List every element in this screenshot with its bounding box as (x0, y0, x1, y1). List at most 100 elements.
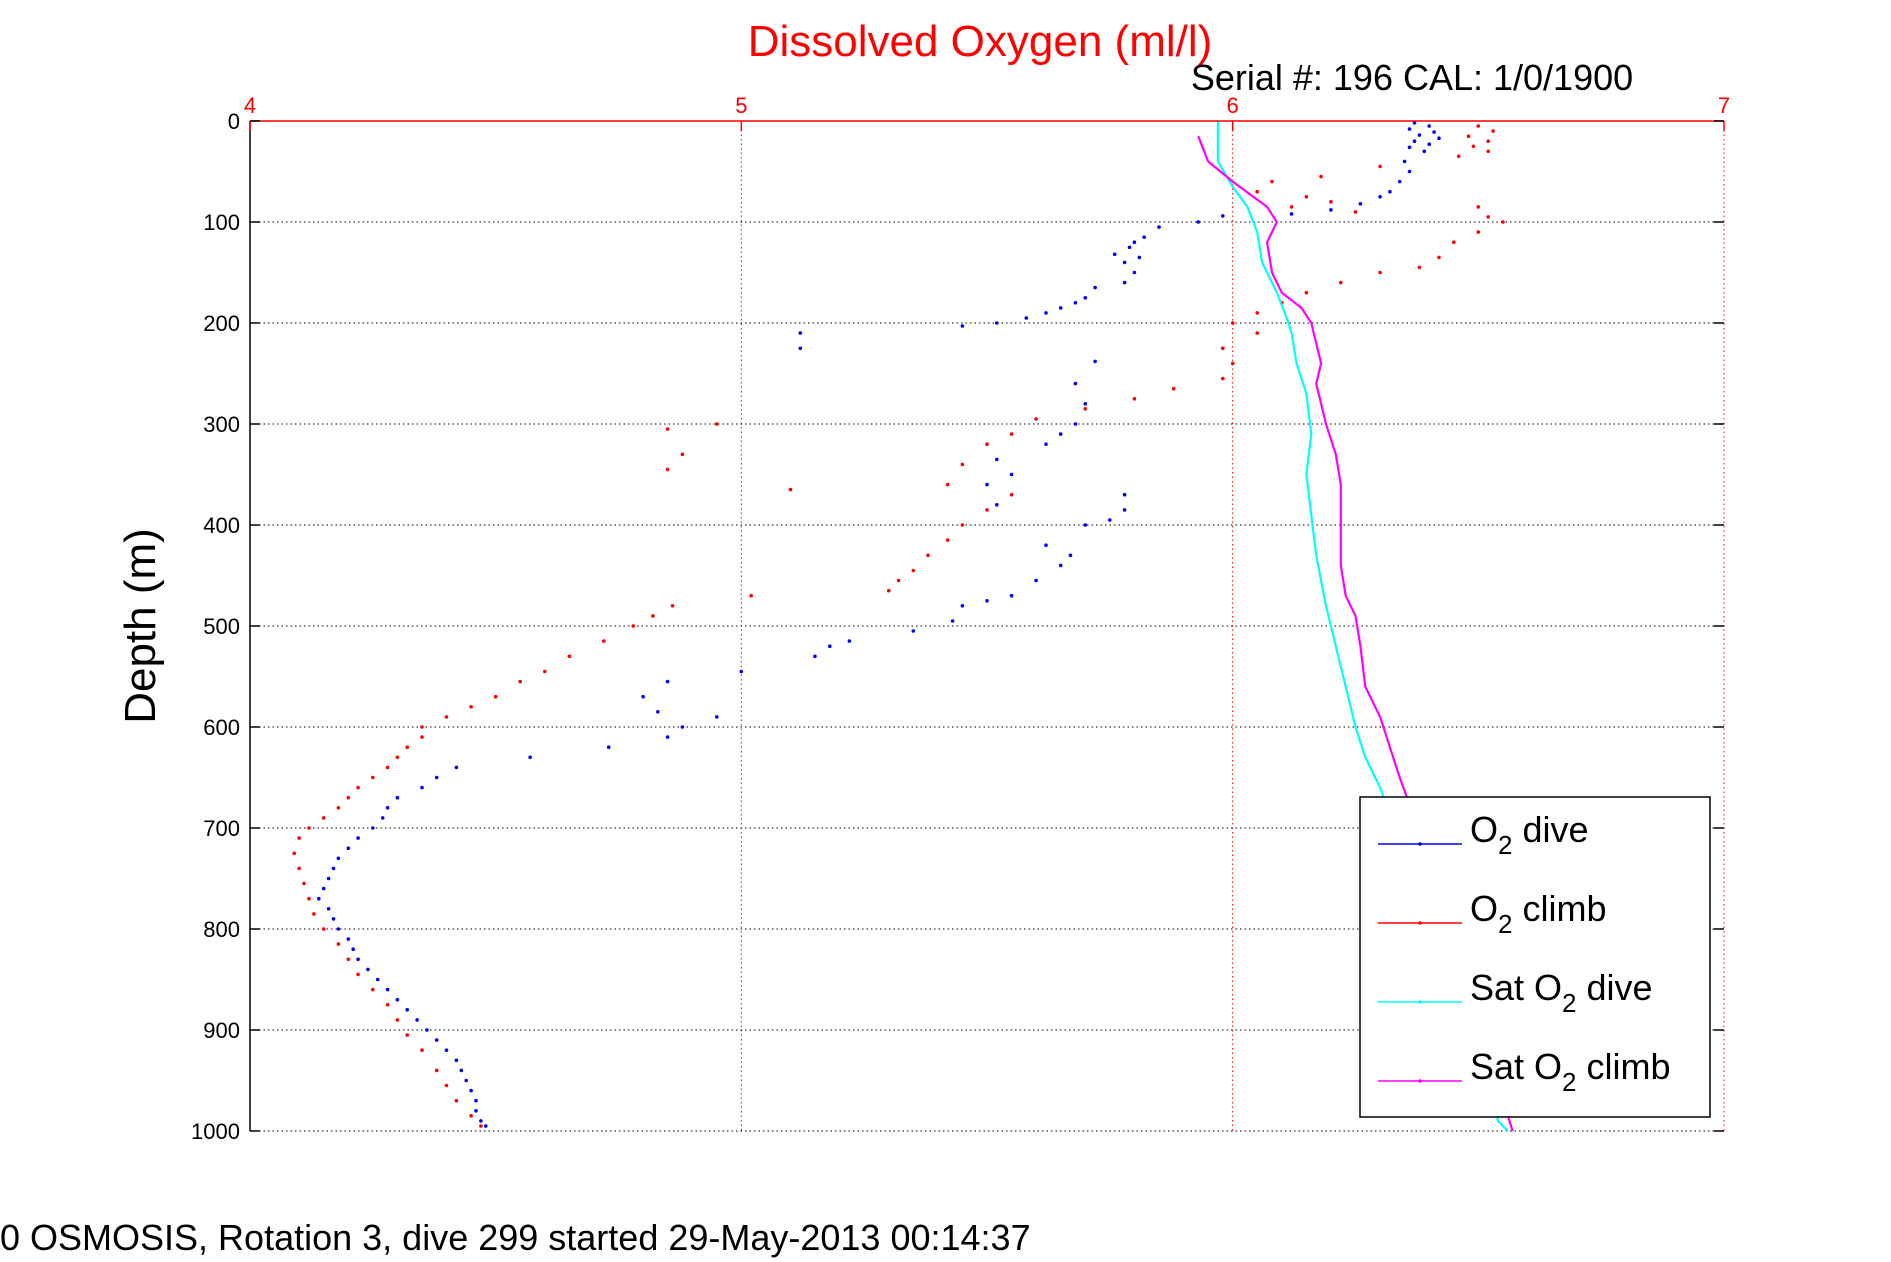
data-point-o2_dive (813, 654, 817, 659)
data-point-o2_climb (1221, 346, 1225, 351)
data-point-o2_climb (346, 795, 351, 800)
data-point-o2_dive (317, 896, 321, 901)
data-point-o2_dive (1412, 121, 1417, 125)
data-point-o2_dive (1132, 270, 1137, 275)
data-point-o2_dive (1108, 518, 1112, 522)
y-tick-label: 300 (203, 412, 240, 437)
data-point-o2_climb (945, 482, 950, 487)
data-point-o2_climb (985, 508, 989, 512)
data-point-o2_dive (1407, 169, 1412, 174)
series-o2_climb (292, 124, 1505, 1128)
data-point-o2_dive (1044, 442, 1048, 447)
data-point-o2_climb (346, 957, 351, 962)
data-point-o2_climb (307, 896, 311, 901)
data-point-o2_climb (985, 442, 989, 447)
y-tick-label: 200 (203, 311, 240, 336)
legend-label-sat_o2_climb: Sat O2 climb (1470, 1046, 1671, 1097)
data-point-o2_climb (1471, 144, 1476, 149)
legend-marker-o2_climb (1418, 921, 1422, 925)
data-point-o2_dive (366, 967, 370, 972)
data-point-o2_climb (321, 816, 326, 820)
data-point-o2_dive (469, 1088, 473, 1093)
data-point-o2_dive (1378, 195, 1382, 199)
data-point-o2_climb (493, 694, 498, 699)
x-tick-label: 4 (244, 93, 256, 118)
data-point-o2_dive (1112, 252, 1117, 257)
data-point-o2_dive (1073, 422, 1078, 426)
data-point-o2_climb (886, 588, 891, 593)
data-point-o2_dive (380, 816, 385, 820)
data-point-o2_climb (715, 422, 719, 426)
data-point-o2_dive (1073, 381, 1078, 386)
data-point-o2_dive (1083, 296, 1088, 300)
data-point-o2_dive (331, 866, 336, 871)
y-tick-label: 1000 (191, 1119, 240, 1144)
data-point-o2_dive (1009, 593, 1014, 598)
data-point-o2_climb (1034, 417, 1038, 421)
legend-label-suffix: climb (1512, 888, 1606, 929)
data-point-o2_climb (1319, 174, 1323, 179)
data-point-o2_climb (911, 568, 916, 573)
data-point-o2_climb (518, 679, 522, 684)
data-point-o2_dive (375, 977, 380, 982)
data-point-o2_climb (395, 755, 400, 760)
legend-label-prefix: O (1470, 888, 1498, 929)
data-point-o2_dive (1358, 202, 1363, 206)
legend-label-suffix: climb (1577, 1046, 1671, 1087)
series-o2_dive (317, 121, 1441, 1128)
data-point-o2_dive (1093, 359, 1097, 364)
y-tick-label: 100 (203, 210, 240, 235)
data-point-o2_dive (985, 599, 989, 603)
data-point-o2_climb (1466, 134, 1471, 138)
data-point-o2_dive (1157, 225, 1161, 229)
data-point-o2_dive (911, 629, 916, 633)
data-point-o2_dive (606, 745, 611, 749)
data-point-o2_dive (420, 785, 424, 790)
data-point-o2_dive (1044, 543, 1048, 547)
data-point-o2_climb (749, 593, 753, 598)
data-point-o2_climb (420, 735, 424, 739)
data-point-o2_climb (302, 881, 306, 886)
data-point-o2_climb (1132, 397, 1137, 401)
data-point-o2_climb (1304, 195, 1309, 199)
y-tick-label: 0 (228, 109, 240, 134)
data-point-o2_climb (1339, 280, 1343, 285)
data-point-o2_dive (847, 639, 852, 643)
data-point-o2_climb (567, 654, 572, 659)
data-point-o2_climb (1476, 124, 1481, 128)
data-point-o2_climb (1456, 154, 1461, 159)
data-point-o2_climb (1452, 240, 1456, 244)
legend-label-subscript: 2 (1498, 830, 1512, 860)
data-point-o2_dive (405, 1008, 410, 1012)
legend-marker-sat_o2_dive (1418, 1000, 1422, 1004)
data-point-o2_climb (1486, 149, 1490, 154)
data-point-o2_dive (1142, 235, 1146, 239)
data-point-o2_climb (665, 467, 670, 472)
data-point-o2_dive (1137, 255, 1142, 260)
data-point-o2_dive (371, 826, 375, 830)
data-point-o2_dive (326, 876, 331, 881)
data-point-o2_dive (484, 1124, 488, 1128)
data-point-o2_dive (798, 346, 803, 351)
data-point-o2_climb (444, 1083, 449, 1088)
data-point-o2_dive (1329, 208, 1333, 212)
data-point-o2_dive (641, 694, 645, 699)
data-point-o2_climb (469, 1114, 473, 1118)
data-point-o2_climb (307, 826, 311, 830)
data-point-o2_dive (1068, 553, 1073, 558)
data-point-o2_dive (1122, 280, 1127, 285)
data-point-o2_climb (336, 806, 341, 810)
data-point-o2_dive (1407, 145, 1412, 150)
data-point-o2_dive (425, 1028, 429, 1032)
data-point-o2_dive (1073, 301, 1078, 305)
data-point-o2_dive (464, 1078, 469, 1083)
data-point-o2_dive (1024, 316, 1029, 320)
y-tick-label: 400 (203, 513, 240, 538)
data-point-o2_climb (788, 487, 793, 492)
data-point-o2_climb (680, 452, 685, 457)
data-point-o2_dive (434, 1038, 439, 1042)
data-point-o2_dive (1402, 159, 1407, 164)
data-point-o2_climb (945, 538, 950, 542)
data-point-o2_climb (356, 785, 360, 790)
